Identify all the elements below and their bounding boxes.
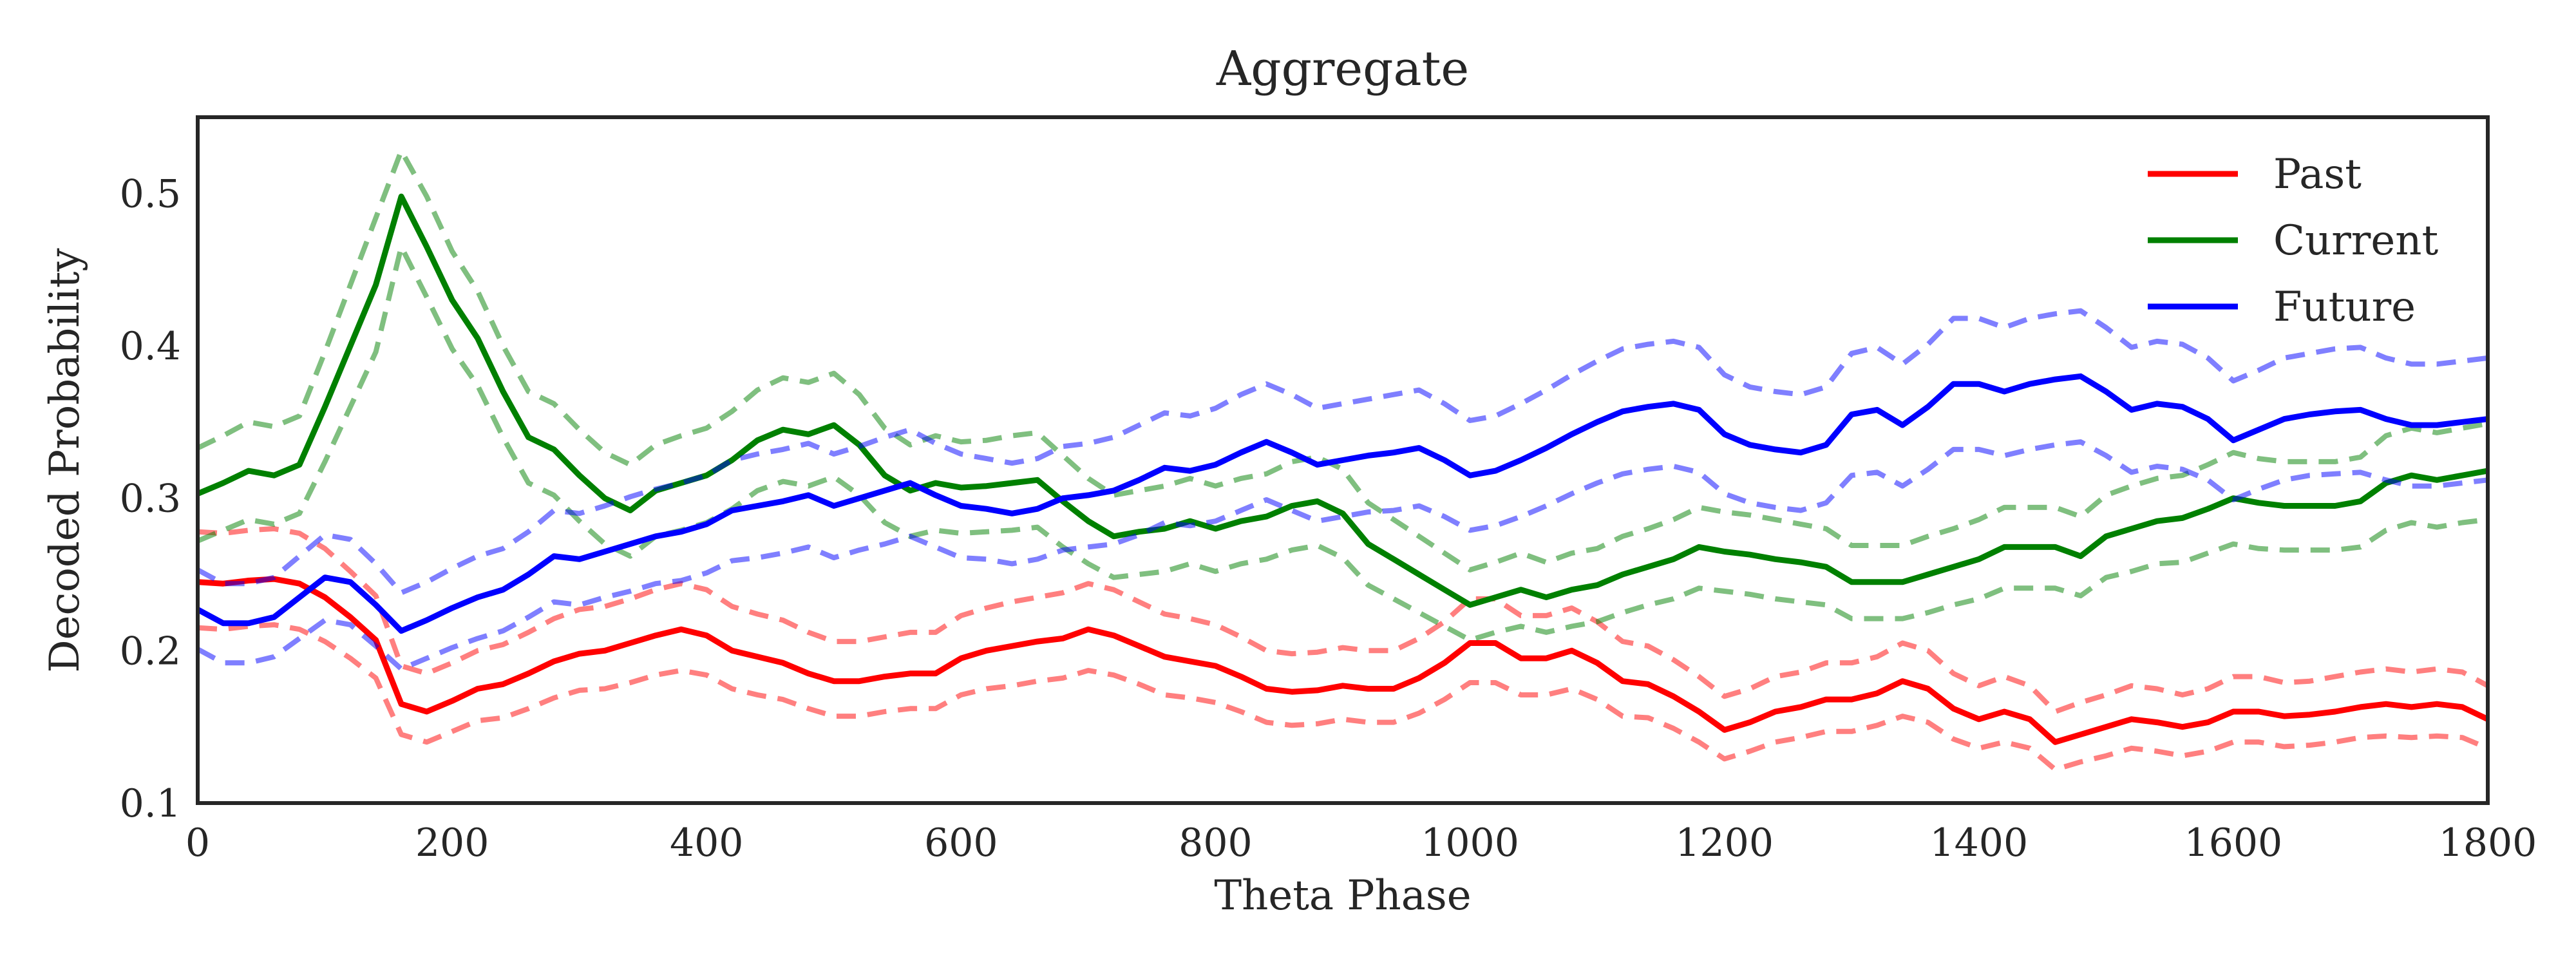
series-line-past — [197, 576, 2489, 745]
y-tick-label: 0.4 — [120, 324, 181, 369]
chart-title: Aggregate — [1216, 41, 1469, 97]
plot-frame — [196, 115, 2490, 805]
y-tick-label: 0.1 — [120, 781, 181, 826]
series-line-future — [196, 373, 2488, 634]
y-tick-label: 0.5 — [120, 171, 181, 216]
series-line-past-lower-bound — [197, 622, 2489, 772]
x-axis-ticks: 0 200 400 600 800 1000 1200 1400 1600 1800 — [185, 820, 2537, 866]
legend-label-future: Future — [2273, 283, 2416, 331]
series-line-past-upper-bound — [197, 526, 2489, 714]
x-tick-label: 0 — [185, 820, 210, 866]
legend: Past Current Future — [2148, 151, 2438, 331]
legend-label-current: Current — [2273, 217, 2438, 265]
x-tick-label: 800 — [1179, 820, 1253, 866]
x-tick-label: 1600 — [2184, 820, 2283, 866]
y-axis-label: Decoded Probability — [41, 248, 89, 672]
series-layer — [196, 148, 2489, 772]
x-tick-label: 600 — [924, 820, 998, 866]
series-line-current-lower-bound — [196, 244, 2488, 643]
series-line-current — [196, 193, 2488, 608]
y-tick-label: 0.3 — [120, 477, 181, 522]
x-tick-label: 1200 — [1675, 820, 1774, 866]
series-line-current-upper-bound — [196, 148, 2488, 573]
x-axis-label: Theta Phase — [1214, 872, 1471, 920]
x-tick-label: 1800 — [2439, 820, 2537, 866]
x-tick-label: 1400 — [1929, 820, 2028, 866]
x-tick-label: 200 — [415, 820, 489, 866]
legend-label-past: Past — [2273, 151, 2362, 198]
series-line-future-lower-bound — [196, 439, 2488, 672]
series-line-future-upper-bound — [196, 308, 2488, 596]
y-tick-label: 0.2 — [120, 629, 181, 674]
y-axis-ticks: 0.1 0.2 0.3 0.4 0.5 — [120, 171, 181, 826]
x-tick-label: 1000 — [1421, 820, 1519, 866]
x-tick-label: 400 — [670, 820, 744, 866]
